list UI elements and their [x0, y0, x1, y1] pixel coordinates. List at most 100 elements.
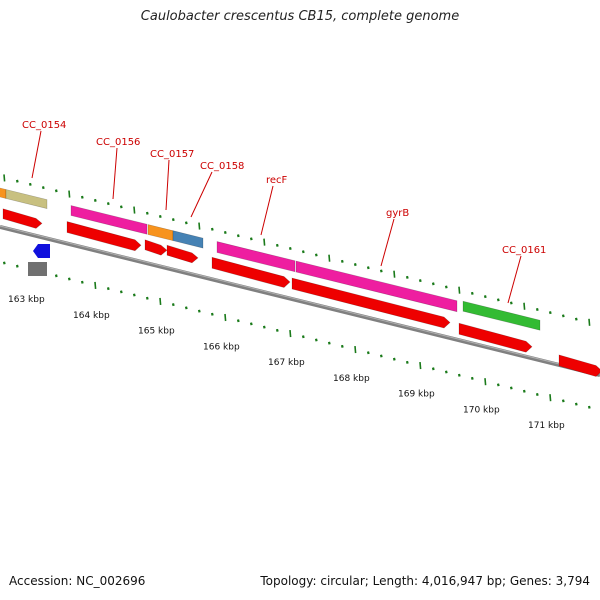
- inner-tick: [289, 329, 292, 338]
- inner-tick: [197, 309, 201, 313]
- magenta-gene-block: [216, 241, 296, 273]
- inner-tick: [249, 322, 253, 326]
- inner-tick: [431, 367, 435, 371]
- outer-tick-ring: [3, 174, 591, 326]
- blue-feature-arrow: [33, 244, 50, 258]
- inner-tick: [484, 378, 487, 386]
- inner-tick: [392, 357, 396, 361]
- outer-tick: [548, 311, 552, 315]
- green-gene-block: [462, 300, 541, 331]
- gene-labels: CC_0154 CC_0156 CC_0157 CC_0158 recF gyrB CC_0…: [22, 120, 546, 304]
- gray-feature-block: [28, 262, 47, 276]
- inner-tick: [15, 264, 19, 268]
- gene-label-leader: [165, 159, 170, 211]
- outer-tick: [561, 314, 565, 318]
- inner-tick: [574, 402, 578, 406]
- outer-tick: [223, 230, 227, 235]
- inner-tick: [301, 335, 305, 339]
- scale-label: 164 kbp: [73, 311, 110, 321]
- inner-tick: [496, 383, 500, 387]
- outer-tick: [68, 190, 71, 198]
- orange-gene-block: [0, 187, 7, 199]
- genome-backbone: [0, 225, 600, 377]
- inner-tick: [119, 290, 123, 294]
- outer-tick: [353, 263, 357, 267]
- outer-tick: [80, 195, 84, 199]
- inner-tick: [340, 344, 344, 348]
- outer-tick: [106, 202, 110, 206]
- olive-gene-block: [5, 189, 48, 209]
- outer-tick: [314, 253, 318, 257]
- cds-arrow: [211, 256, 291, 288]
- outer-tick: [93, 198, 97, 202]
- scale-label: 165 kbp: [138, 327, 175, 337]
- outer-tick: [301, 250, 305, 254]
- gene-label-leader: [31, 130, 42, 179]
- inner-tick: [354, 345, 357, 354]
- inner-tick: [184, 306, 188, 310]
- inner-tick: [145, 296, 149, 300]
- map-title: Caulobacter crescentus CB15, complete ge…: [140, 9, 460, 24]
- cds-arrow: [2, 208, 43, 229]
- magenta-gene-block: [70, 205, 148, 235]
- inner-tick: [159, 297, 162, 306]
- inner-tick: [587, 405, 591, 409]
- inner-tick: [314, 338, 318, 342]
- inner-tick: [522, 389, 526, 393]
- outer-tick: [483, 295, 487, 299]
- outer-tick: [366, 266, 370, 270]
- cds-arrow: [291, 277, 451, 329]
- outer-tick: [119, 205, 123, 209]
- accession-text: Accession: NC_002696: [9, 574, 146, 588]
- outer-tick: [509, 301, 513, 305]
- outer-tick: [470, 291, 474, 295]
- scale-label: 171 kbp: [528, 421, 565, 431]
- genome-backbone-highlight: [0, 225, 600, 375]
- outer-tick: [393, 270, 396, 278]
- inner-tick: [457, 373, 461, 377]
- outer-tick: [184, 221, 188, 225]
- outer-tick: [15, 179, 19, 183]
- inner-tick: [419, 362, 422, 370]
- gene-label: CC_0157: [150, 149, 194, 160]
- steelblue-gene-block: [172, 230, 204, 249]
- outer-tick: [458, 286, 461, 294]
- outer-tick: [236, 234, 240, 238]
- outer-tick: [340, 259, 344, 263]
- gene-label-leader: [260, 185, 274, 236]
- outer-tick: [275, 243, 279, 247]
- inner-tick: [561, 399, 565, 403]
- cds-arrow: [458, 322, 533, 353]
- inner-tick: [132, 293, 136, 297]
- gene-label: CC_0161: [502, 245, 546, 256]
- inner-tick: [224, 313, 227, 322]
- scale-label: 163 kbp: [8, 295, 45, 305]
- outer-tick: [145, 211, 149, 215]
- outer-tick: [158, 214, 162, 218]
- inner-tick: [379, 354, 383, 358]
- gene-label-leader: [380, 218, 395, 267]
- outer-tick: [588, 318, 591, 326]
- inner-tick: [535, 392, 539, 396]
- inner-tick: [2, 261, 6, 265]
- inner-tick: [80, 280, 84, 284]
- gene-label-leader: [112, 147, 118, 200]
- scale-label: 167 kbp: [268, 358, 305, 368]
- gene-label: gyrB: [386, 208, 409, 219]
- inner-tick: [67, 277, 71, 281]
- inner-tick: [366, 351, 370, 355]
- outer-tick: [288, 247, 292, 251]
- outer-tick: [379, 269, 383, 273]
- inner-tick: [236, 319, 240, 323]
- cds-arrow: [66, 221, 142, 252]
- outer-tick: [54, 189, 58, 193]
- gene-label-leader: [190, 171, 213, 218]
- inner-tick: [262, 325, 266, 329]
- magenta-gene-block: [295, 260, 458, 313]
- outer-tick: [41, 186, 45, 190]
- inner-tick: [171, 303, 175, 307]
- outer-tick: [574, 317, 578, 321]
- scale-label: 168 kbp: [333, 374, 370, 384]
- gene-label: CC_0156: [96, 137, 140, 148]
